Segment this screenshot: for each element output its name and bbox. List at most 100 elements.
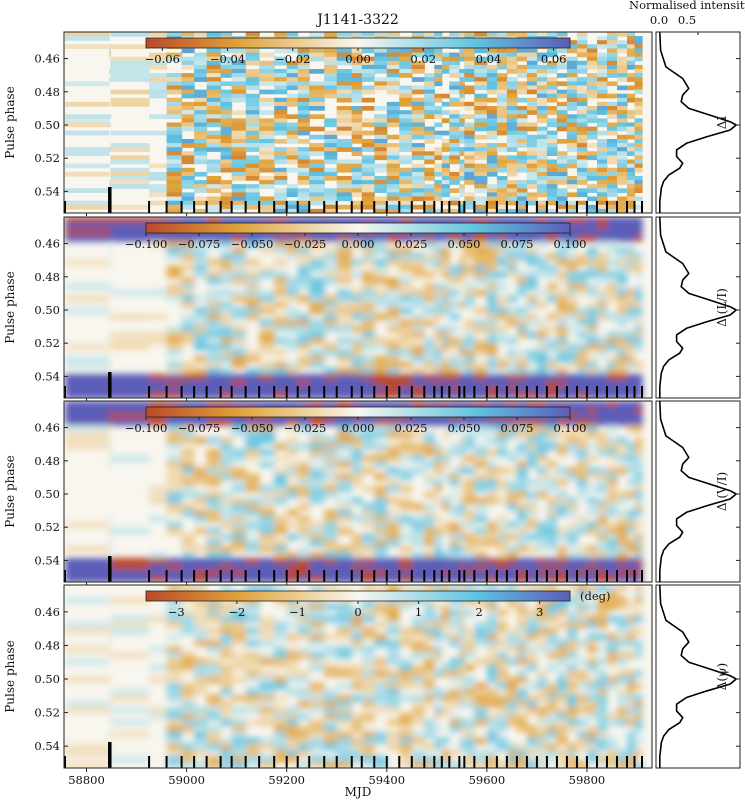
heatmap-cell [617,355,628,363]
heatmap-cell [586,319,598,327]
heatmap-cell [617,155,628,161]
heatmap-cell [324,743,338,751]
heatmap-cell [65,147,110,152]
heatmap-cell [597,106,608,111]
heatmap-cell [399,235,413,242]
heatmap-cell [361,217,375,224]
heatmap-cell [459,134,465,140]
colorbar-tick-label: 0.000 [342,421,375,435]
heatmap-cell [566,204,578,210]
heatmap-cell [149,515,168,523]
heatmap-cell [617,497,628,505]
heatmap-cell [496,208,508,213]
heatmap-cell [627,461,636,468]
heatmap-cell [109,283,112,290]
heatmap-cell [386,479,400,486]
heatmap-cell [166,247,183,254]
heatmap-cell [516,313,528,321]
heatmap-cell [336,419,353,426]
heatmap-cell [607,122,618,128]
heatmap-cell [181,694,195,702]
heatmap-cell [566,670,578,678]
heatmap-cell [441,527,450,535]
heatmap-cell [556,48,568,54]
heatmap-cell [286,204,299,210]
heatmap-cell [259,208,275,213]
heatmap-cell [516,615,528,623]
heatmap-cell [486,271,498,278]
heatmap-cell [245,85,260,91]
heatmap-cell [516,69,528,74]
heatmap-cell [486,208,498,213]
heatmap-cell [434,361,443,369]
heatmap-cell [576,731,588,739]
heatmap-cell [194,569,208,577]
heatmap-cell [459,89,465,95]
heatmap-cell [586,633,598,641]
heatmap-cell [351,467,363,474]
heatmap-cell [220,609,233,617]
heatmap-cell [245,188,260,193]
heatmap-cell [464,331,475,339]
heatmap-cell [109,652,112,659]
heatmap-cell [536,241,548,248]
heatmap-cell [206,569,222,577]
heatmap-cell [286,151,299,156]
heatmap-cell [459,253,465,260]
heatmap-cell [336,576,353,582]
heatmap-cell [496,379,508,387]
heatmap-cell [449,576,460,582]
heatmap-cell [434,688,443,696]
heatmap-cell [386,639,400,647]
heatmap-cell [110,688,150,696]
heatmap-cell [351,615,363,623]
heatmap-cell [496,707,508,714]
heatmap-cell [516,527,528,535]
heatmap-cell [309,171,325,177]
heatmap-cell [536,163,548,169]
heatmap-cell [586,337,598,345]
heatmap-cell [336,265,353,272]
heatmap-cell [274,497,288,505]
heatmap-cell [597,101,608,107]
heatmap-cell [464,401,475,408]
heatmap-cell [617,343,628,351]
heatmap-cell [399,114,413,119]
heatmap-cell [434,337,443,345]
heatmap-cell [486,155,498,161]
heatmap-cell [386,401,400,408]
heatmap-cell [166,361,183,369]
heatmap-cell [486,485,498,493]
heatmap-cell [274,122,288,128]
heatmap-cell [627,379,636,387]
heatmap-cell [231,633,247,641]
heatmap-cell [206,143,222,148]
heatmap-cell [206,301,222,309]
heatmap-cell [459,56,465,62]
heatmap-cell [536,479,548,486]
heatmap-cell [259,700,275,708]
heatmap-cell [181,682,195,690]
heatmap-cell [411,289,425,296]
heatmap-cell [434,479,443,486]
heatmap-cell [274,204,288,210]
heatmap-cell [309,355,325,363]
heatmap-cell [516,200,528,206]
heatmap-cell [526,621,538,629]
heatmap-cell [110,77,150,82]
heatmap-cell [486,749,498,757]
heatmap-cell [411,557,425,565]
heatmap-cell [386,527,400,535]
heatmap-cell [576,737,588,745]
heatmap-cell [411,373,425,381]
heatmap-cell [597,413,608,420]
heatmap-cell [556,603,568,610]
heatmap-cell [274,719,288,726]
heatmap-cell [231,235,247,242]
heatmap-cell [516,180,528,185]
heatmap-cell [506,694,518,702]
heatmap-cell [516,97,528,103]
heatmap-cell [399,48,413,54]
heatmap-cell [286,367,299,375]
heatmap-cell [324,615,338,623]
